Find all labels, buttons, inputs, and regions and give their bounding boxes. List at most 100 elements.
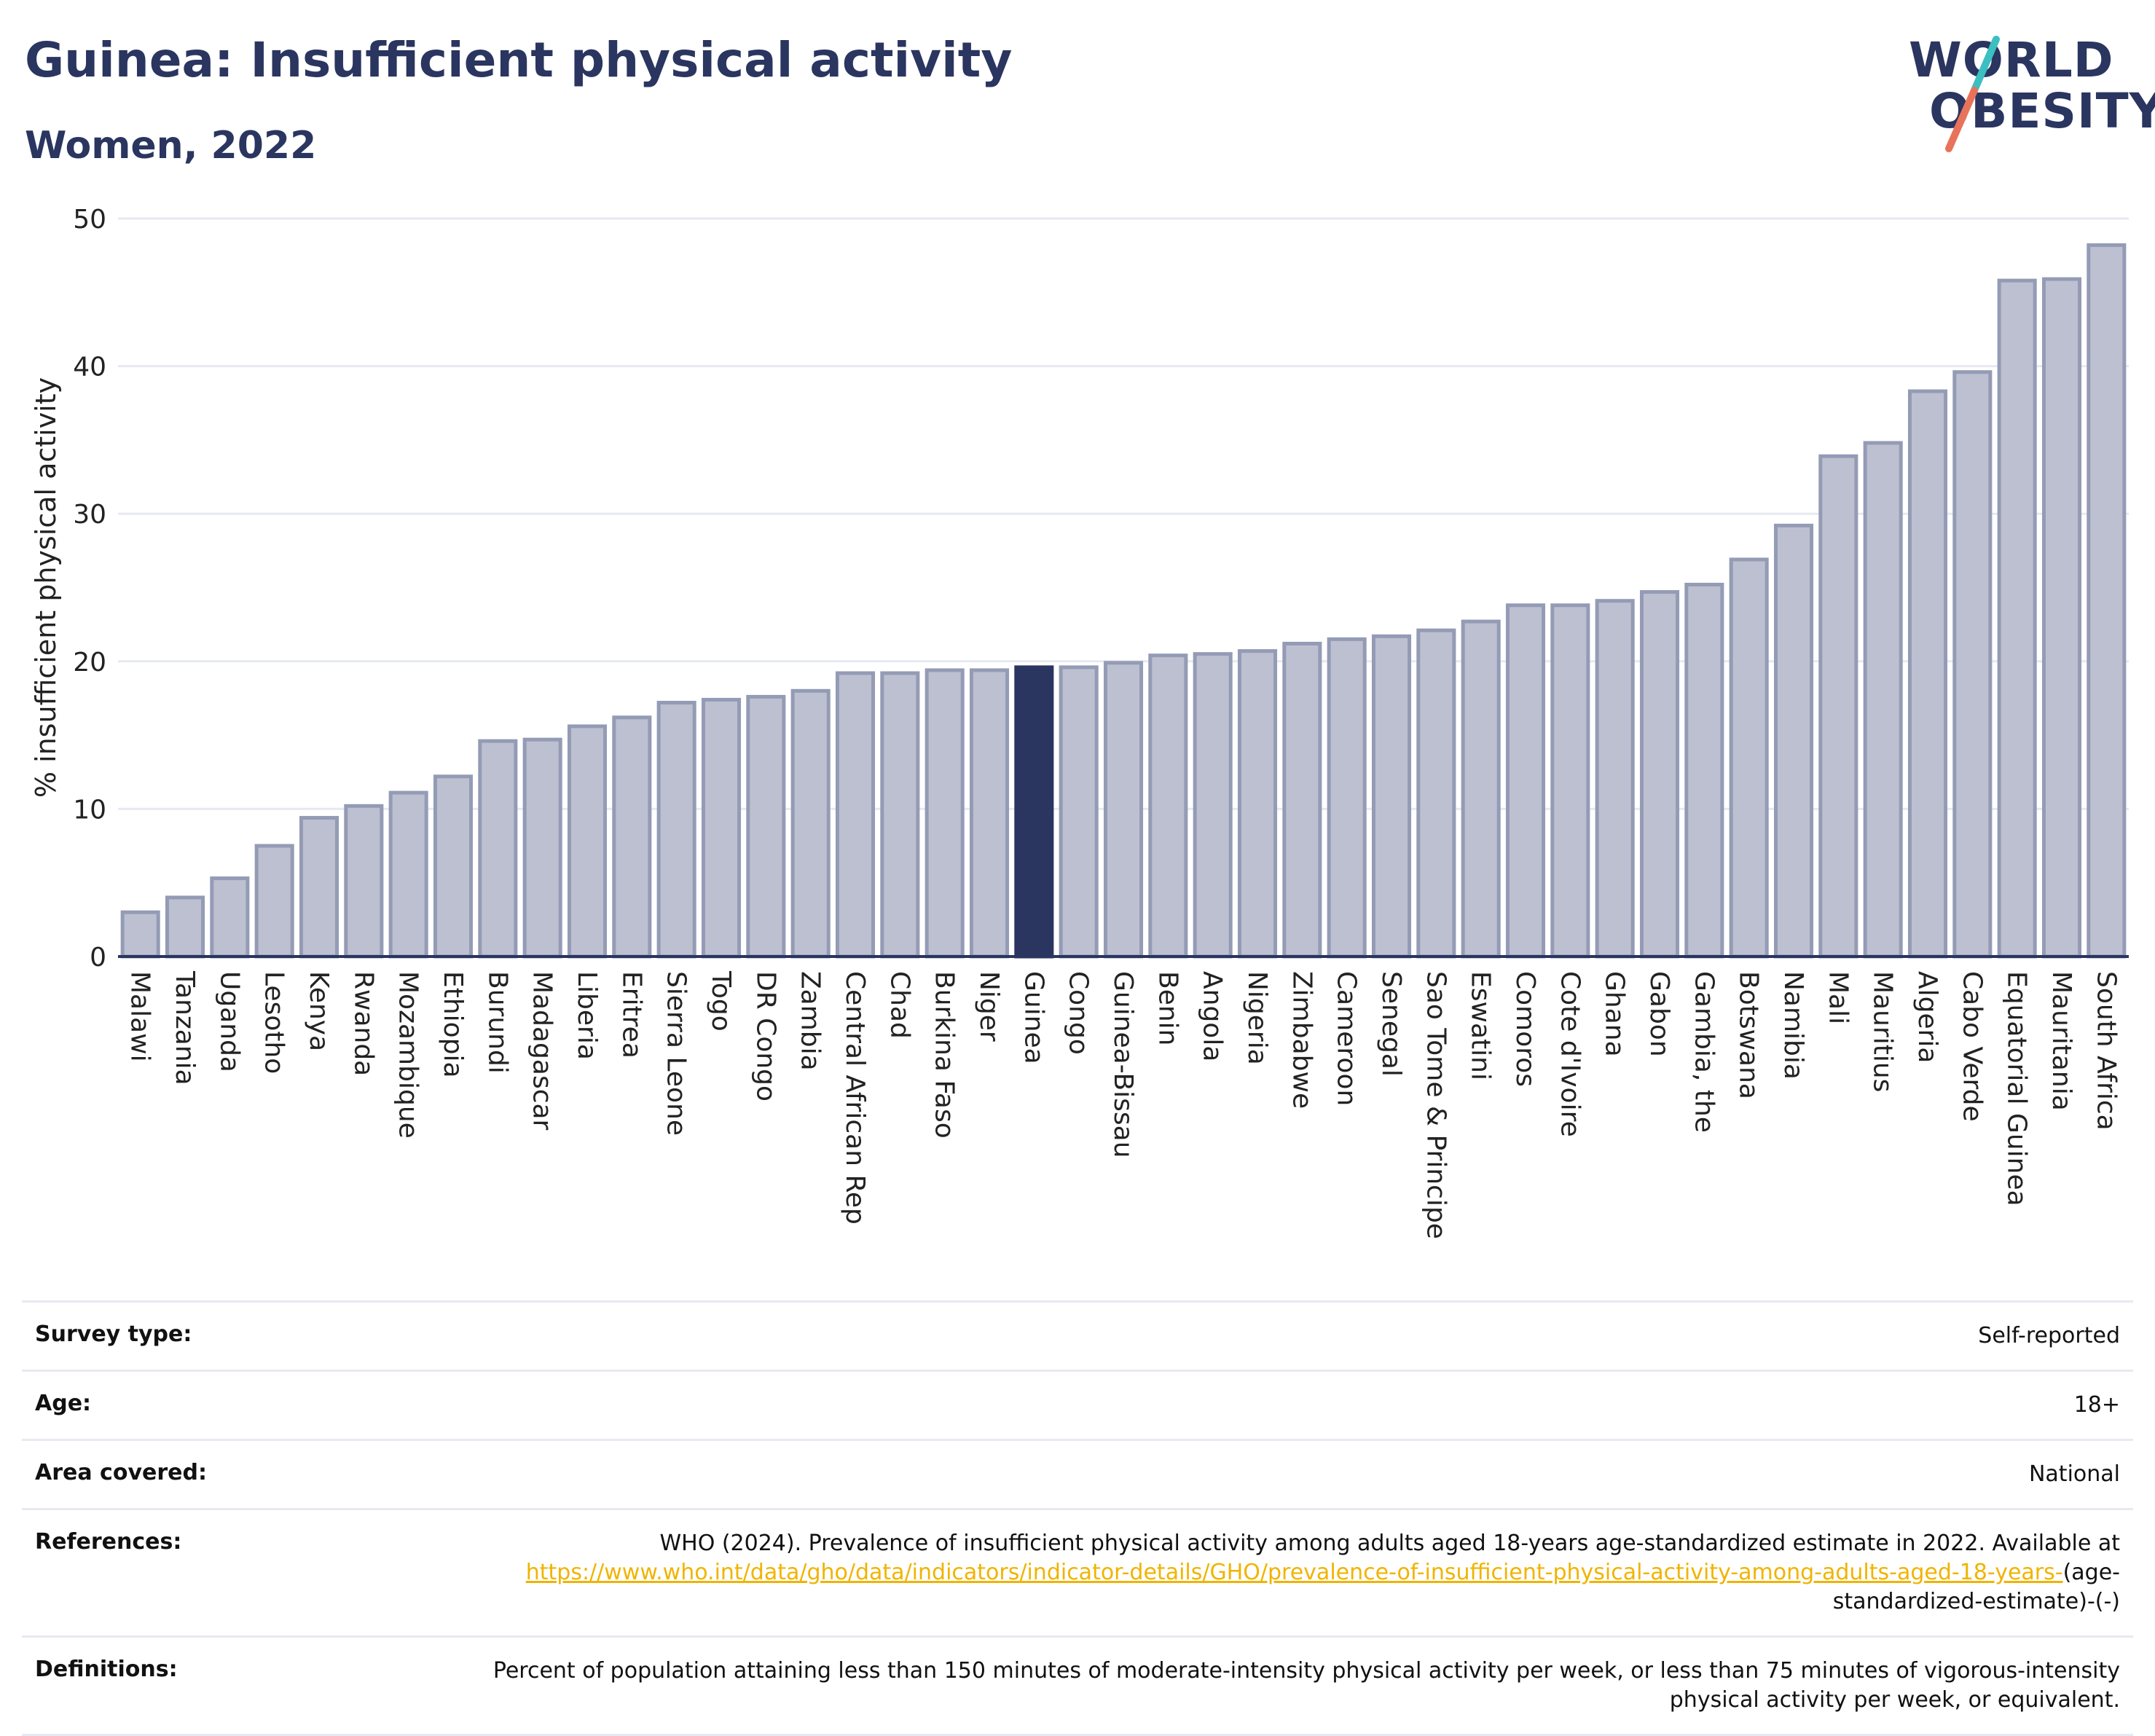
y-axis-label: % insufficient physical activity [30, 377, 62, 798]
bar-botswana [1729, 557, 1769, 959]
bar-ethiopia [433, 774, 474, 959]
references-text: WHO (2024). Prevalence of insufficient p… [659, 1531, 2120, 1556]
bar-cameroon [1327, 637, 1367, 959]
definitions-value: Percent of population attaining less tha… [492, 1658, 2120, 1713]
bar-burkina-faso [925, 668, 965, 959]
x-tick-label: Togo [706, 970, 736, 1032]
bar-burundi [478, 739, 518, 959]
x-tick-label: Cameroon [1332, 971, 1362, 1106]
x-tick-label: Mozambique [393, 971, 423, 1139]
x-tick-label: Congo [1064, 971, 1094, 1055]
y-tick-label: 20 [73, 648, 106, 677]
bar-gambia-the [1684, 582, 1724, 959]
bar-angola [1193, 652, 1233, 959]
info-table: Survey type: Self-reported Age: 18+ Area… [22, 1300, 2133, 1736]
x-tick-label: Botswana [1734, 971, 1764, 1099]
bar-togo [701, 697, 742, 959]
y-tick-label: 30 [73, 500, 106, 530]
bar-eritrea [612, 715, 652, 959]
bar-namibia [1773, 523, 1814, 959]
x-tick-label: Comoros [1510, 971, 1540, 1087]
x-tick-label: Nigeria [1242, 971, 1272, 1065]
bar-liberia [567, 724, 608, 959]
bar-mozambique [388, 790, 428, 959]
bar-sierra-leone [656, 701, 696, 959]
y-tick-label: 40 [73, 353, 106, 382]
x-tick-label: Gabon [1644, 971, 1674, 1057]
x-tick-label: Equatorial Guinea [2002, 971, 2032, 1206]
bar-uganda [210, 876, 250, 959]
x-tick-label: Niger [974, 971, 1004, 1042]
bar-chad [880, 671, 920, 959]
x-tick-label: Namibia [1778, 971, 1808, 1080]
x-tick-label: Mali [1823, 971, 1853, 1024]
x-tick-label: Zambia [796, 971, 825, 1071]
x-tick-label: South Africa [2091, 971, 2121, 1131]
y-tick-label: 50 [73, 205, 106, 235]
area-covered-label: Area covered: [35, 1460, 207, 1485]
info-row-age: Age: 18+ [22, 1370, 2133, 1439]
x-tick-label: Ethiopia [438, 971, 468, 1078]
bar-nigeria [1237, 649, 1278, 959]
bar-senegal [1371, 634, 1412, 959]
x-tick-label: Malawi [125, 971, 155, 1062]
x-tick-label: Gambia, the [1689, 971, 1719, 1133]
definitions-label: Definitions: [35, 1657, 178, 1682]
bar-guinea-bissau [1103, 661, 1144, 959]
x-tick-label: Eswatini [1466, 971, 1496, 1080]
info-row-definitions: Definitions: Percent of population attai… [22, 1635, 2133, 1736]
bar-mauritania [2041, 277, 2082, 959]
bar-congo [1059, 665, 1099, 959]
bar-niger [969, 668, 1010, 959]
x-tick-label: Guinea [1018, 971, 1048, 1064]
x-tick-label: Eritrea [616, 971, 646, 1059]
bar-central-african-rep [835, 671, 876, 959]
bar-algeria [1907, 389, 1948, 959]
info-row-references: References: WHO (2024). Prevalence of in… [22, 1508, 2133, 1635]
x-tick-label: Uganda [214, 971, 244, 1072]
bar-dr-congo [746, 694, 786, 959]
x-tick-label: Mauritius [1868, 971, 1898, 1092]
x-tick-label: Cote d'Ivoire [1555, 971, 1585, 1137]
x-tick-label: Central African Rep [840, 971, 870, 1225]
age-label: Age: [35, 1391, 92, 1416]
x-tick-label: Cabo Verde [1957, 971, 1987, 1122]
bar-mauritius [1863, 441, 1903, 959]
bar-madagascar [522, 737, 562, 959]
x-tick-label: Sierra Leone [662, 971, 691, 1136]
bar-equatorial-guinea [1997, 278, 2037, 959]
chart-title: Guinea: Insufficient physical activity [25, 32, 1013, 88]
x-tick-label: Kenya [304, 971, 334, 1051]
x-tick-label: Angola [1198, 971, 1228, 1061]
bar-tanzania [165, 895, 205, 959]
x-tick-label: Senegal [1376, 971, 1406, 1077]
bar-south-africa [2087, 243, 2127, 959]
y-tick-label: 10 [73, 795, 106, 825]
age-value: 18+ [2073, 1392, 2120, 1418]
axes: 0 10 20 30 40 50 % insufficient physical activ… [30, 205, 2129, 1239]
bars [120, 243, 2127, 959]
bar-chart: 0 10 20 30 40 50 % insufficient physical activ… [30, 205, 2129, 1239]
references-value: WHO (2024). Prevalence of insufficient p… [401, 1529, 2120, 1617]
x-tick-label: Burundi [482, 971, 512, 1074]
bar-malawi [120, 910, 160, 959]
bar-cabo-verde [1952, 370, 1993, 959]
x-tick-label: Lesotho [259, 971, 289, 1074]
x-tick-label: Rwanda [348, 971, 378, 1076]
bar-rwanda [344, 804, 384, 959]
survey-type-label: Survey type: [35, 1321, 192, 1347]
bar-comoros [1505, 603, 1546, 959]
x-tick-label: Mauritania [2046, 971, 2076, 1111]
bar-eswatini [1461, 619, 1501, 959]
x-tick-label: DR Congo [750, 971, 780, 1101]
survey-type-value: Self-reported [1978, 1323, 2120, 1348]
info-row-survey: Survey type: Self-reported [22, 1300, 2133, 1370]
x-tick-label: Guinea-Bissau [1108, 971, 1138, 1158]
bar-ghana [1595, 599, 1635, 959]
x-tick-label: Liberia [572, 971, 602, 1060]
bar-gabon [1639, 590, 1680, 959]
bar-cote-d-ivoire [1550, 603, 1590, 959]
bar-lesotho [254, 844, 294, 959]
references-link[interactable]: https://www.who.int/data/gho/data/indica… [525, 1560, 2063, 1585]
chart-subtitle: Women, 2022 [25, 124, 317, 168]
